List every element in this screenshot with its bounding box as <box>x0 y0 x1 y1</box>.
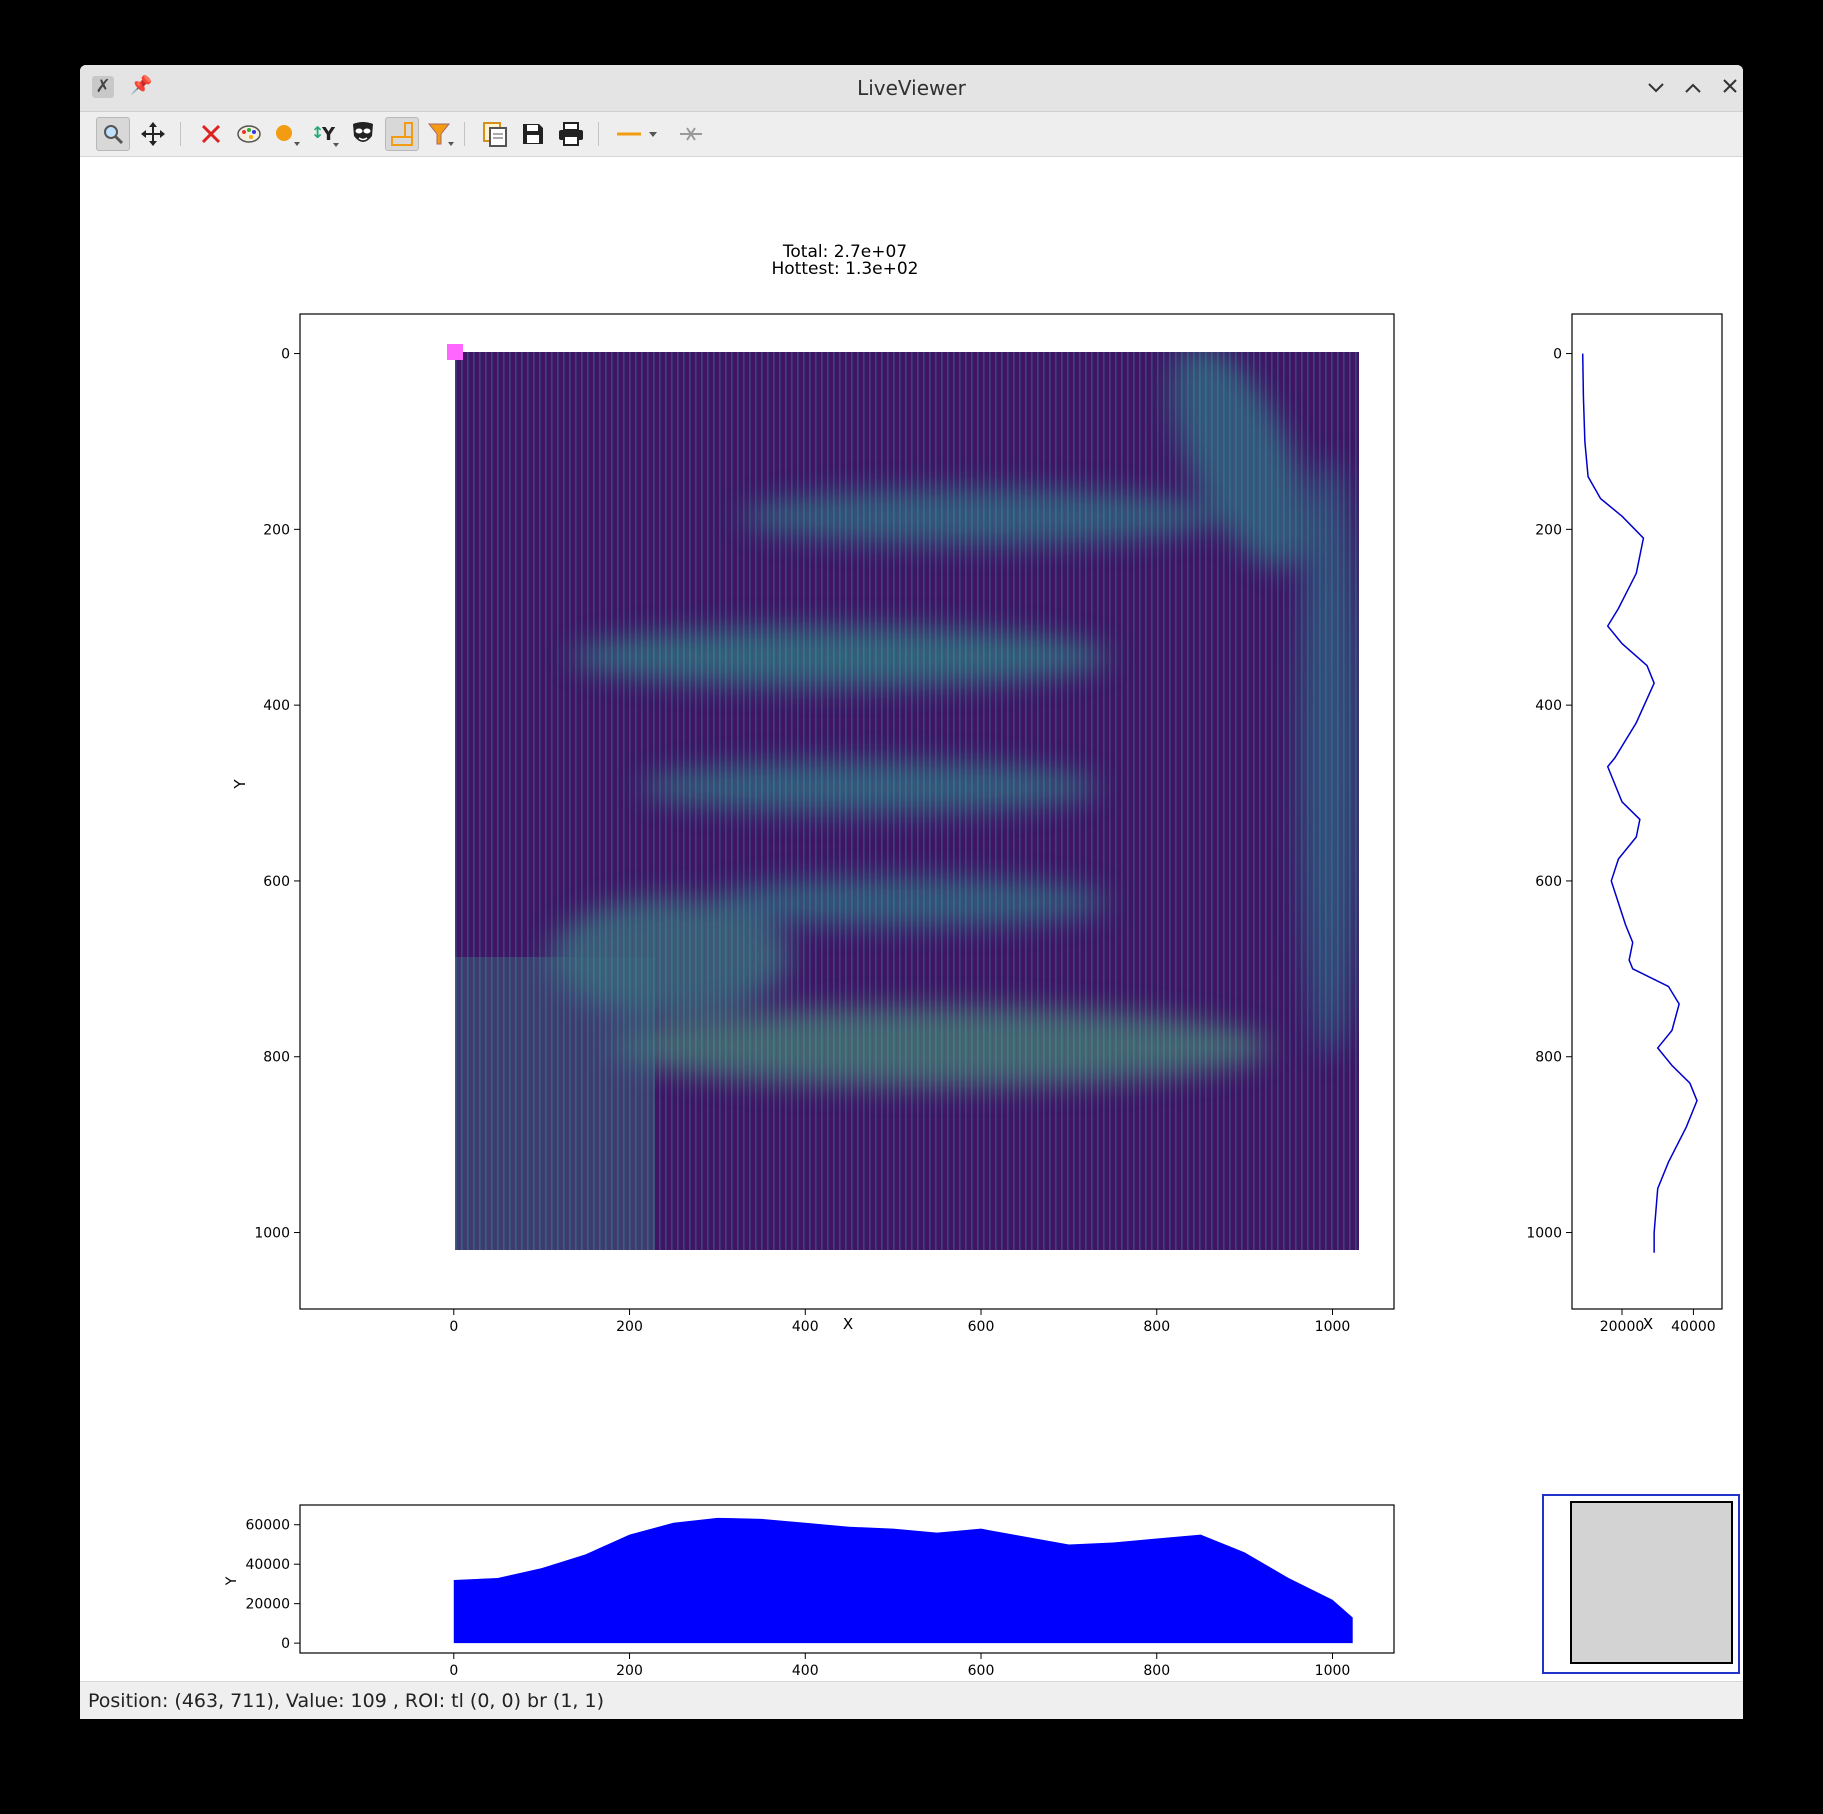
toolbar-separator <box>464 122 465 146</box>
image-panel[interactable]: Total: 2.7e+07 Hottest: 1.3e+02 <box>231 242 1395 1335</box>
pin-icon[interactable]: 📌 <box>130 75 153 96</box>
column-profile-x-tick-label: 1000 <box>1315 1663 1351 1679</box>
filter-button[interactable] <box>424 117 458 151</box>
image-x-tick-label: 600 <box>968 1319 995 1335</box>
image-y-tick-label: 600 <box>263 874 290 890</box>
close-button[interactable] <box>1714 72 1743 104</box>
image-x-tick-label: 0 <box>449 1319 458 1335</box>
plots-canvas: Total: 2.7e+07 Hottest: 1.3e+02 <box>224 242 1740 1679</box>
zoom-icon <box>104 125 124 145</box>
row-profile-y-tick-label: 200 <box>1535 522 1562 538</box>
column-profile-y-tick-label: 0 <box>281 1636 290 1652</box>
title-bar: ✗ 📌 LiveViewer <box>80 65 1743 112</box>
column-profile-x-tick-label: 200 <box>616 1663 643 1679</box>
column-profile-y-label: Y <box>224 1576 240 1586</box>
image-title-line2: Hottest: 1.3e+02 <box>772 259 919 279</box>
image-y-label: Y <box>231 779 249 790</box>
marker-icon <box>276 125 300 146</box>
column-profile-x-tick-label: 400 <box>792 1663 819 1679</box>
crosshair-icon <box>680 127 702 141</box>
toolbar-separator <box>180 122 181 146</box>
column-profile-y-tick-label: 20000 <box>245 1597 290 1613</box>
roi-button[interactable] <box>385 117 419 151</box>
pan-icon <box>141 122 165 146</box>
marker-button[interactable] <box>270 117 304 151</box>
roi-marker[interactable] <box>447 344 463 360</box>
save-icon <box>523 124 543 144</box>
y-axis-icon: ↕Y <box>311 123 339 147</box>
plot-area: Total: 2.7e+07 Hottest: 1.3e+02 <box>80 157 1743 1719</box>
line-style-icon <box>617 132 657 137</box>
row-profile-panel[interactable]: 0 200 400 600 800 1000 20000 40000 X <box>1526 313 1723 1335</box>
row-profile-x-tick-label: 20000 <box>1600 1319 1645 1335</box>
y-axis-button[interactable]: ↕ Y <box>308 117 342 151</box>
row-profile-y-tick-label: 0 <box>1553 347 1562 363</box>
image-title-line1: Total: 2.7e+07 <box>782 242 907 262</box>
chevron-up-icon <box>1685 83 1701 93</box>
column-profile-area <box>453 1517 1353 1644</box>
row-profile-frame <box>1571 313 1723 1310</box>
print-icon <box>559 122 583 146</box>
row-profile-y-tick-label: 400 <box>1535 698 1562 714</box>
svg-text:Y: Y <box>321 124 336 145</box>
image-y-tick-label: 0 <box>281 347 290 363</box>
image-y-tick-label: 1000 <box>254 1226 290 1242</box>
colormap-button[interactable] <box>232 117 266 151</box>
close-icon <box>1723 79 1737 93</box>
status-text: Position: (463, 711), Value: 109 , ROI: … <box>88 1690 605 1712</box>
image-heatmap[interactable] <box>455 327 1360 1250</box>
mask-button[interactable] <box>346 117 380 151</box>
toolbar: ↕ Y <box>80 112 1743 157</box>
column-profile-x-tick-label: 600 <box>968 1663 995 1679</box>
window-title: LiveViewer <box>857 76 966 100</box>
pan-tool-button[interactable] <box>136 117 170 151</box>
column-profile-x-tick-label: 0 <box>449 1663 458 1679</box>
app-icon: ✗ <box>92 76 114 98</box>
copy-icon <box>483 122 507 147</box>
image-y-tick-label: 400 <box>263 698 290 714</box>
row-profile-y-tick-label: 800 <box>1535 1050 1562 1066</box>
row-profile-y-tick-label: 1000 <box>1526 1226 1562 1242</box>
image-y-tick-label: 200 <box>263 522 290 538</box>
column-profile-x-tick-label: 800 <box>1143 1663 1170 1679</box>
reset-zoom-icon <box>201 124 221 144</box>
image-x-tick-label: 400 <box>792 1319 819 1335</box>
chevron-down-icon <box>1648 83 1664 93</box>
reset-zoom-button[interactable] <box>194 117 228 151</box>
liveviewer-window: ✗ 📌 LiveViewer ↕ Y <box>80 65 1743 1719</box>
maximize-button[interactable] <box>1677 72 1709 104</box>
roi-icon <box>391 122 413 146</box>
status-bar: Position: (463, 711), Value: 109 , ROI: … <box>80 1681 1743 1719</box>
column-profile-y-tick-label: 40000 <box>245 1557 290 1573</box>
svg-text:↕: ↕ <box>311 123 324 142</box>
image-y-axis: 0 200 400 600 800 1000 <box>254 347 300 1242</box>
image-y-tick-label: 800 <box>263 1050 290 1066</box>
row-profile-y-tick-label: 600 <box>1535 874 1562 890</box>
mask-icon <box>353 122 373 142</box>
row-profile-line <box>1581 353 1698 1253</box>
image-x-tick-label: 200 <box>616 1319 643 1335</box>
filter-icon <box>427 123 454 146</box>
image-x-label: X <box>843 1315 853 1333</box>
print-button[interactable] <box>554 117 588 151</box>
colorbar-thumbnail[interactable] <box>1542 1494 1740 1674</box>
column-profile-panel[interactable]: 0 200 400 600 800 1000 0 20000 40000 60000 Y <box>224 1504 1395 1679</box>
toolbar-separator <box>598 122 599 146</box>
column-profile-y-tick-label: 60000 <box>245 1518 290 1534</box>
line-style-button[interactable] <box>612 117 666 151</box>
row-profile-x-tick-label: 40000 <box>1671 1319 1716 1335</box>
colormap-icon <box>237 125 261 143</box>
row-profile-x-label: X <box>1643 1315 1653 1333</box>
image-x-tick-label: 800 <box>1143 1319 1170 1335</box>
image-x-tick-label: 1000 <box>1315 1319 1351 1335</box>
save-button[interactable] <box>516 117 550 151</box>
zoom-tool-button[interactable] <box>96 117 130 151</box>
copy-button[interactable] <box>478 117 512 151</box>
minimize-button[interactable] <box>1640 72 1672 104</box>
crosshair-button[interactable] <box>674 117 708 151</box>
image-x-axis: 0 200 400 600 800 1000 <box>449 1309 1350 1335</box>
